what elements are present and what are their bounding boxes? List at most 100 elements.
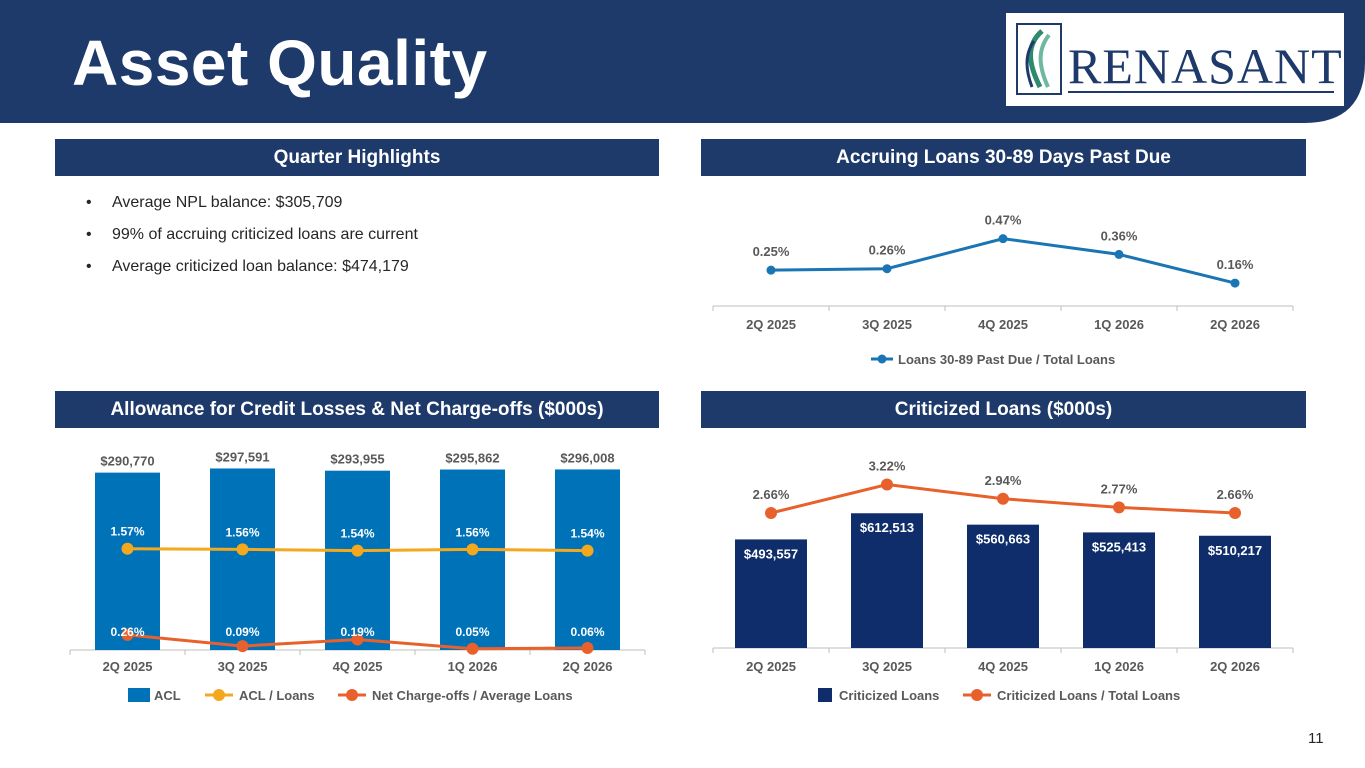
data-point [998,234,1008,244]
data-label: 0.06% [570,625,604,639]
criticized-bar [1083,532,1155,648]
bullet-icon: • [86,258,92,275]
x-tick-label: 2Q 2026 [563,659,613,674]
x-tick-label: 1Q 2026 [448,659,498,674]
chart-past-due: 2Q 2025 3Q 2025 4Q 2025 1Q 2026 2Q 2026 0.25%… [712,213,1294,367]
logo-emblem-icon [1016,23,1062,95]
data-point [121,628,134,641]
data-label: 0.47% [985,213,1022,228]
criticized-bar [1199,535,1271,648]
data-label: 1.56% [225,525,259,539]
data-point [1229,507,1241,519]
bar-value-label: $297,591 [215,449,269,464]
acl-bar [555,469,620,650]
data-label: 0.19% [340,625,374,639]
data-label: 1.56% [455,525,489,539]
highlight-text: 99% of accruing criticized loans are cur… [112,226,418,243]
legend-label: ACL / Loans [239,688,315,703]
data-label: 0.16% [1217,257,1254,272]
criticized-bar [735,539,807,648]
data-label: 1.54% [570,527,604,541]
data-label: 1.54% [340,527,374,541]
bar-value-label: $296,008 [560,450,614,465]
x-tick-label: 2Q 2025 [746,659,796,674]
data-point [351,544,364,557]
page-title: Asset Quality [72,27,488,99]
criticized-bar [851,513,923,648]
company-logo: RENASANT [1006,13,1344,106]
acl-bar [325,470,390,650]
bar-value-label: $493,557 [744,546,798,561]
bar-value-label: $290,770 [100,454,154,469]
x-tick-label: 2Q 2025 [103,659,153,674]
series-line [770,237,1236,285]
highlight-item: • Average criticized loan balance: $474,1… [86,258,418,276]
x-tick-label: 4Q 2025 [333,659,383,674]
bar-value-label: $525,413 [1092,539,1146,554]
data-point [997,492,1009,505]
acl-bar [95,472,160,650]
criticized-bar [967,524,1039,648]
data-point [766,265,776,275]
section-header-past-due: Accruing Loans 30-89 Days Past Due [701,139,1306,176]
legend-dot-marker [877,354,887,364]
highlights-list: • Average NPL balance: $305,709 • 99% of a… [86,194,418,290]
logo-underline [1068,91,1334,93]
data-point [121,542,134,555]
x-tick-label: 3Q 2025 [862,659,912,674]
data-label: 0.05% [455,625,489,639]
data-label: 0.09% [225,625,259,639]
data-point [882,264,892,274]
bar-value-label: $293,955 [330,452,384,467]
x-tick-label: 1Q 2026 [1094,317,1144,332]
x-tick-label: 3Q 2025 [218,659,268,674]
bar-value-label: $510,217 [1208,543,1262,558]
data-point [466,642,479,655]
x-tick-label: 2Q 2025 [746,317,796,332]
bullet-icon: • [86,194,92,211]
legend-label: Criticized Loans [839,688,939,703]
highlight-item: • Average NPL balance: $305,709 [86,194,418,212]
data-point [351,633,364,646]
data-label: 2.66% [753,487,790,502]
data-label: 0.26% [869,243,906,258]
page-number: 11 [1308,730,1324,747]
acl-bar [210,468,275,650]
highlight-item: • 99% of accruing criticized loans are cu… [86,226,418,244]
section-header-criticized: Criticized Loans ($000s) [701,391,1306,428]
data-point [1113,501,1125,514]
x-tick-label: 2Q 2026 [1210,659,1260,674]
header-banner: Asset Quality RENASANT [0,0,1365,123]
acl-bar [440,469,505,650]
data-label: 2.66% [1217,487,1254,502]
legend-dot-marker [213,689,225,701]
legend-label: Net Charge-offs / Average Loans [372,688,573,703]
highlight-text: Average NPL balance: $305,709 [112,194,343,211]
data-label: 0.26% [110,625,144,639]
data-point [236,640,249,653]
legend-bar-marker [128,688,150,702]
data-label: 0.36% [1101,228,1138,243]
chart-acl: 2Q 2025 3Q 2025 4Q 2025 1Q 2026 2Q 2026 $290,… [69,449,646,703]
x-tick-label: 3Q 2025 [862,317,912,332]
data-label: 0.25% [753,244,790,259]
section-header-acl: Allowance for Credit Losses & Net Charge… [55,391,659,428]
bar-value-label: $612,513 [860,520,914,535]
x-tick-label: 2Q 2026 [1210,317,1260,332]
data-point [881,478,893,491]
legend-label: ACL [154,688,181,703]
legend-bar-marker [818,688,832,702]
data-label: 2.94% [985,473,1022,488]
chart-criticized: 2Q 2025 3Q 2025 4Q 2025 1Q 2026 2Q 2026 $493,… [712,459,1294,703]
data-point [466,543,479,556]
data-point [1114,249,1124,259]
logo-wordmark: RENASANT [1068,38,1343,94]
bar-value-label: $560,663 [976,532,1030,547]
data-label: 3.22% [869,459,906,474]
legend-label: Criticized Loans / Total Loans [997,688,1180,703]
x-tick-label: 4Q 2025 [978,317,1028,332]
bullet-icon: • [86,226,92,243]
x-tick-label: 1Q 2026 [1094,659,1144,674]
data-point [765,507,777,519]
legend-dot-marker [346,689,358,701]
